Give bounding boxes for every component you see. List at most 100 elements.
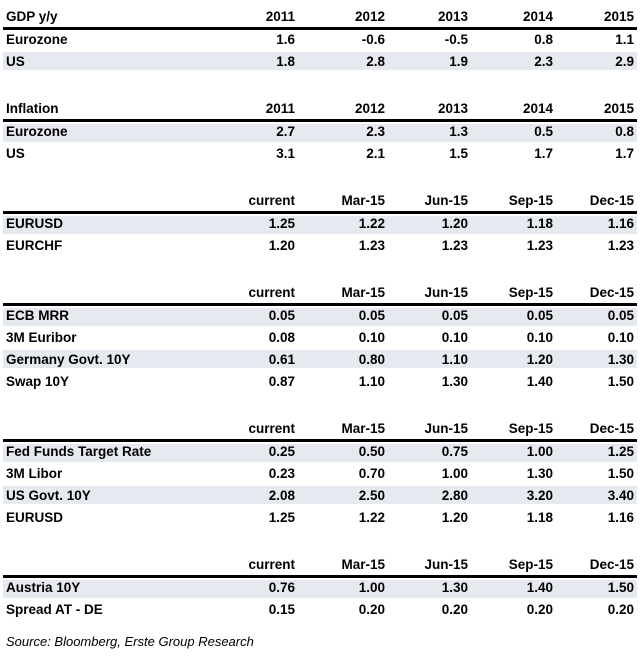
row-label: Austria 10Y: [3, 576, 209, 598]
row-label: US: [6, 145, 25, 161]
column-header: 2012: [298, 6, 388, 30]
column-header: Dec-15: [556, 554, 637, 578]
column-header: Jun-15: [388, 190, 471, 214]
row-label: Eurozone: [6, 32, 68, 48]
value-cell: 2.8: [298, 50, 388, 72]
table-row: US Govt. 10Y 2.08 2.50 2.80 3.20 3.40: [3, 484, 637, 506]
value-cell: 2.3: [298, 120, 388, 142]
table-row: EURUSD 1.25 1.22 1.20 1.18 1.16: [3, 212, 637, 234]
value-cell: 1.23: [358, 237, 385, 253]
row-label: US: [3, 50, 209, 72]
value-cell: -0.6: [361, 32, 385, 48]
table-row: 3M Euribor 0.08 0.10 0.10 0.10 0.10: [3, 326, 637, 348]
value-cell: 3.40: [556, 484, 637, 506]
row-label: US Govt. 10Y: [3, 484, 209, 506]
tables-container: GDP y/y 2011 2012 2013 2014 2015 Eurozone 1.6 -0…: [3, 6, 637, 620]
value-cell: 1.5: [449, 145, 468, 161]
value-cell: 0.10: [441, 329, 468, 345]
table-row: Fed Funds Target Rate 0.25 0.50 0.75 1.00 1.2…: [3, 440, 637, 462]
value-cell: 1.00: [471, 440, 556, 462]
value-cell: 0.10: [607, 329, 634, 345]
value-cell: 0.05: [298, 304, 388, 326]
value-cell: 3.20: [471, 484, 556, 506]
table-row: Swap 10Y 0.87 1.10 1.30 1.40 1.50: [3, 370, 637, 392]
value-cell: 2.1: [366, 145, 385, 161]
value-cell: 0.8: [534, 32, 553, 48]
table-row: Spread AT - DE 0.15 0.20 0.20 0.20 0.20: [3, 598, 637, 620]
value-cell: 1.40: [526, 373, 553, 389]
value-cell: 0.50: [298, 440, 388, 462]
value-cell: 1.3: [388, 120, 471, 142]
column-header: Dec-15: [556, 418, 637, 442]
column-header: current: [209, 282, 298, 306]
value-cell: 1.1: [615, 32, 634, 48]
value-cell: 1.23: [441, 237, 468, 253]
value-cell: 0.76: [209, 576, 298, 598]
column-header: 2011: [209, 6, 298, 30]
value-cell: 2.80: [388, 484, 471, 506]
column-header: Dec-15: [556, 282, 637, 306]
header-row: current Mar-15 Jun-15 Sep-15 Dec-15: [3, 282, 637, 306]
value-cell: 1.50: [607, 373, 634, 389]
value-cell: 0.23: [268, 465, 295, 481]
column-header: 2015: [556, 98, 637, 122]
value-cell: 1.25: [268, 509, 295, 525]
table-gdp-yy: GDP y/y 2011 2012 2013 2014 2015 Eurozone 1.6 -0…: [3, 6, 637, 72]
value-cell: 1.30: [556, 348, 637, 370]
value-cell: 3.1: [276, 145, 295, 161]
value-cell: 1.40: [471, 576, 556, 598]
value-cell: 0.8: [556, 120, 637, 142]
table-row: EURCHF 1.20 1.23 1.23 1.23 1.23: [3, 234, 637, 256]
row-label: Swap 10Y: [6, 373, 70, 389]
column-header: 2013: [388, 98, 471, 122]
table-austria-rates: current Mar-15 Jun-15 Sep-15 Dec-15 Austria 1…: [3, 554, 637, 620]
value-cell: 0.20: [441, 601, 468, 617]
source-note: Source: Bloomberg, Erste Group Research: [6, 634, 254, 649]
table-title: [3, 190, 209, 214]
value-cell: 1.16: [556, 212, 637, 234]
table-title: GDP y/y: [3, 6, 209, 30]
value-cell: 1.00: [441, 465, 468, 481]
value-cell: 1.20: [471, 348, 556, 370]
table-row: 3M Libor 0.23 0.70 1.00 1.30 1.50: [3, 462, 637, 484]
table-row: Germany Govt. 10Y 0.61 0.80 1.10 1.20 1.30: [3, 348, 637, 370]
table-row: Eurozone 2.7 2.3 1.3 0.5 0.8: [3, 120, 637, 142]
table-row: Austria 10Y 0.76 1.00 1.30 1.40 1.50: [3, 576, 637, 598]
value-cell: 1.8: [209, 50, 298, 72]
value-cell: 0.20: [607, 601, 634, 617]
row-label: ECB MRR: [3, 304, 209, 326]
column-header: 2013: [388, 6, 471, 30]
value-cell: 1.30: [388, 576, 471, 598]
value-cell: 1.25: [556, 440, 637, 462]
value-cell: 0.87: [268, 373, 295, 389]
value-cell: 0.5: [471, 120, 556, 142]
value-cell: 0.20: [358, 601, 385, 617]
value-cell: 1.20: [268, 237, 295, 253]
table-inflation: Inflation 2011 2012 2013 2014 2015 Eurozone 2.7…: [3, 98, 637, 164]
value-cell: 0.15: [268, 601, 295, 617]
column-header: Mar-15: [298, 554, 388, 578]
value-cell: 0.75: [388, 440, 471, 462]
table-eurozone-rates: current Mar-15 Jun-15 Sep-15 Dec-15 ECB MRR 0.…: [3, 282, 637, 392]
value-cell: 1.16: [607, 509, 634, 525]
value-cell: 2.7: [209, 120, 298, 142]
value-cell: 0.05: [209, 304, 298, 326]
row-label: EURCHF: [6, 237, 63, 253]
value-cell: 0.61: [209, 348, 298, 370]
table-title: [3, 554, 209, 578]
column-header: 2014: [471, 98, 556, 122]
value-cell: 0.70: [358, 465, 385, 481]
header-row: Inflation 2011 2012 2013 2014 2015: [3, 98, 637, 122]
value-cell: 1.50: [556, 576, 637, 598]
value-cell: 2.50: [298, 484, 388, 506]
value-cell: 0.20: [526, 601, 553, 617]
row-label: EURUSD: [3, 212, 209, 234]
value-cell: 1.23: [526, 237, 553, 253]
header-row: current Mar-15 Jun-15 Sep-15 Dec-15: [3, 418, 637, 442]
column-header: Mar-15: [298, 190, 388, 214]
value-cell: 2.08: [209, 484, 298, 506]
value-cell: 1.00: [298, 576, 388, 598]
row-label: Eurozone: [3, 120, 209, 142]
value-cell: 1.7: [534, 145, 553, 161]
row-label: Spread AT - DE: [6, 601, 103, 617]
